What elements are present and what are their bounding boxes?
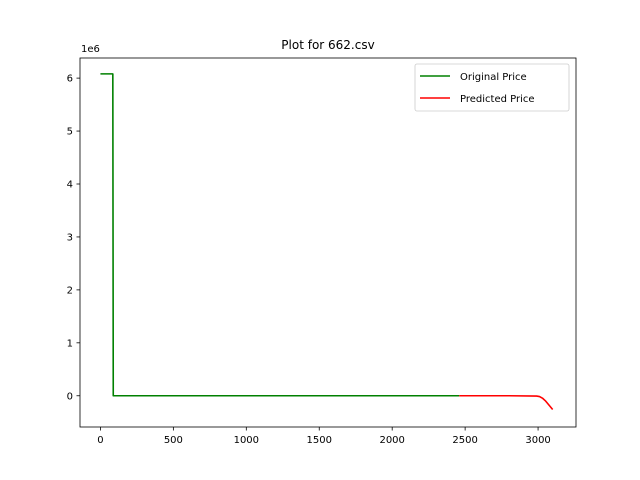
legend-label-1: Predicted Price [460, 94, 535, 105]
y-offset-label: 1e6 [81, 44, 100, 55]
series-layer [100, 73, 554, 411]
series-line-0 [100, 73, 460, 397]
x-tick-label: 0 [97, 435, 103, 446]
y-tick-label: 1 [67, 338, 73, 349]
ticks-layer: 0 500 1000 1500 2000 2500 3000 0 1 2 3 4 5 6 [67, 74, 551, 446]
y-tick-label: 0 [67, 391, 73, 402]
x-tick-label: 500 [164, 435, 183, 446]
x-tick-label: 3000 [525, 435, 550, 446]
x-tick-label: 1500 [307, 435, 332, 446]
y-tick-label: 5 [67, 127, 73, 138]
legend: Original Price Predicted Price [414, 63, 570, 112]
x-tick-label: 2500 [452, 435, 477, 446]
x-tick-label: 1000 [234, 435, 259, 446]
y-tick-label: 2 [67, 285, 73, 296]
y-tick-label: 6 [67, 74, 73, 85]
legend-label-0: Original Price [460, 72, 527, 83]
x-tick-label: 2000 [379, 435, 404, 446]
y-tick-label: 4 [67, 180, 73, 191]
chart-title: Plot for 662.csv [281, 38, 374, 52]
plot-frame [79, 57, 577, 428]
series-line-1 [459, 394, 554, 411]
legend-box [414, 63, 570, 112]
y-tick-label: 3 [67, 232, 73, 243]
